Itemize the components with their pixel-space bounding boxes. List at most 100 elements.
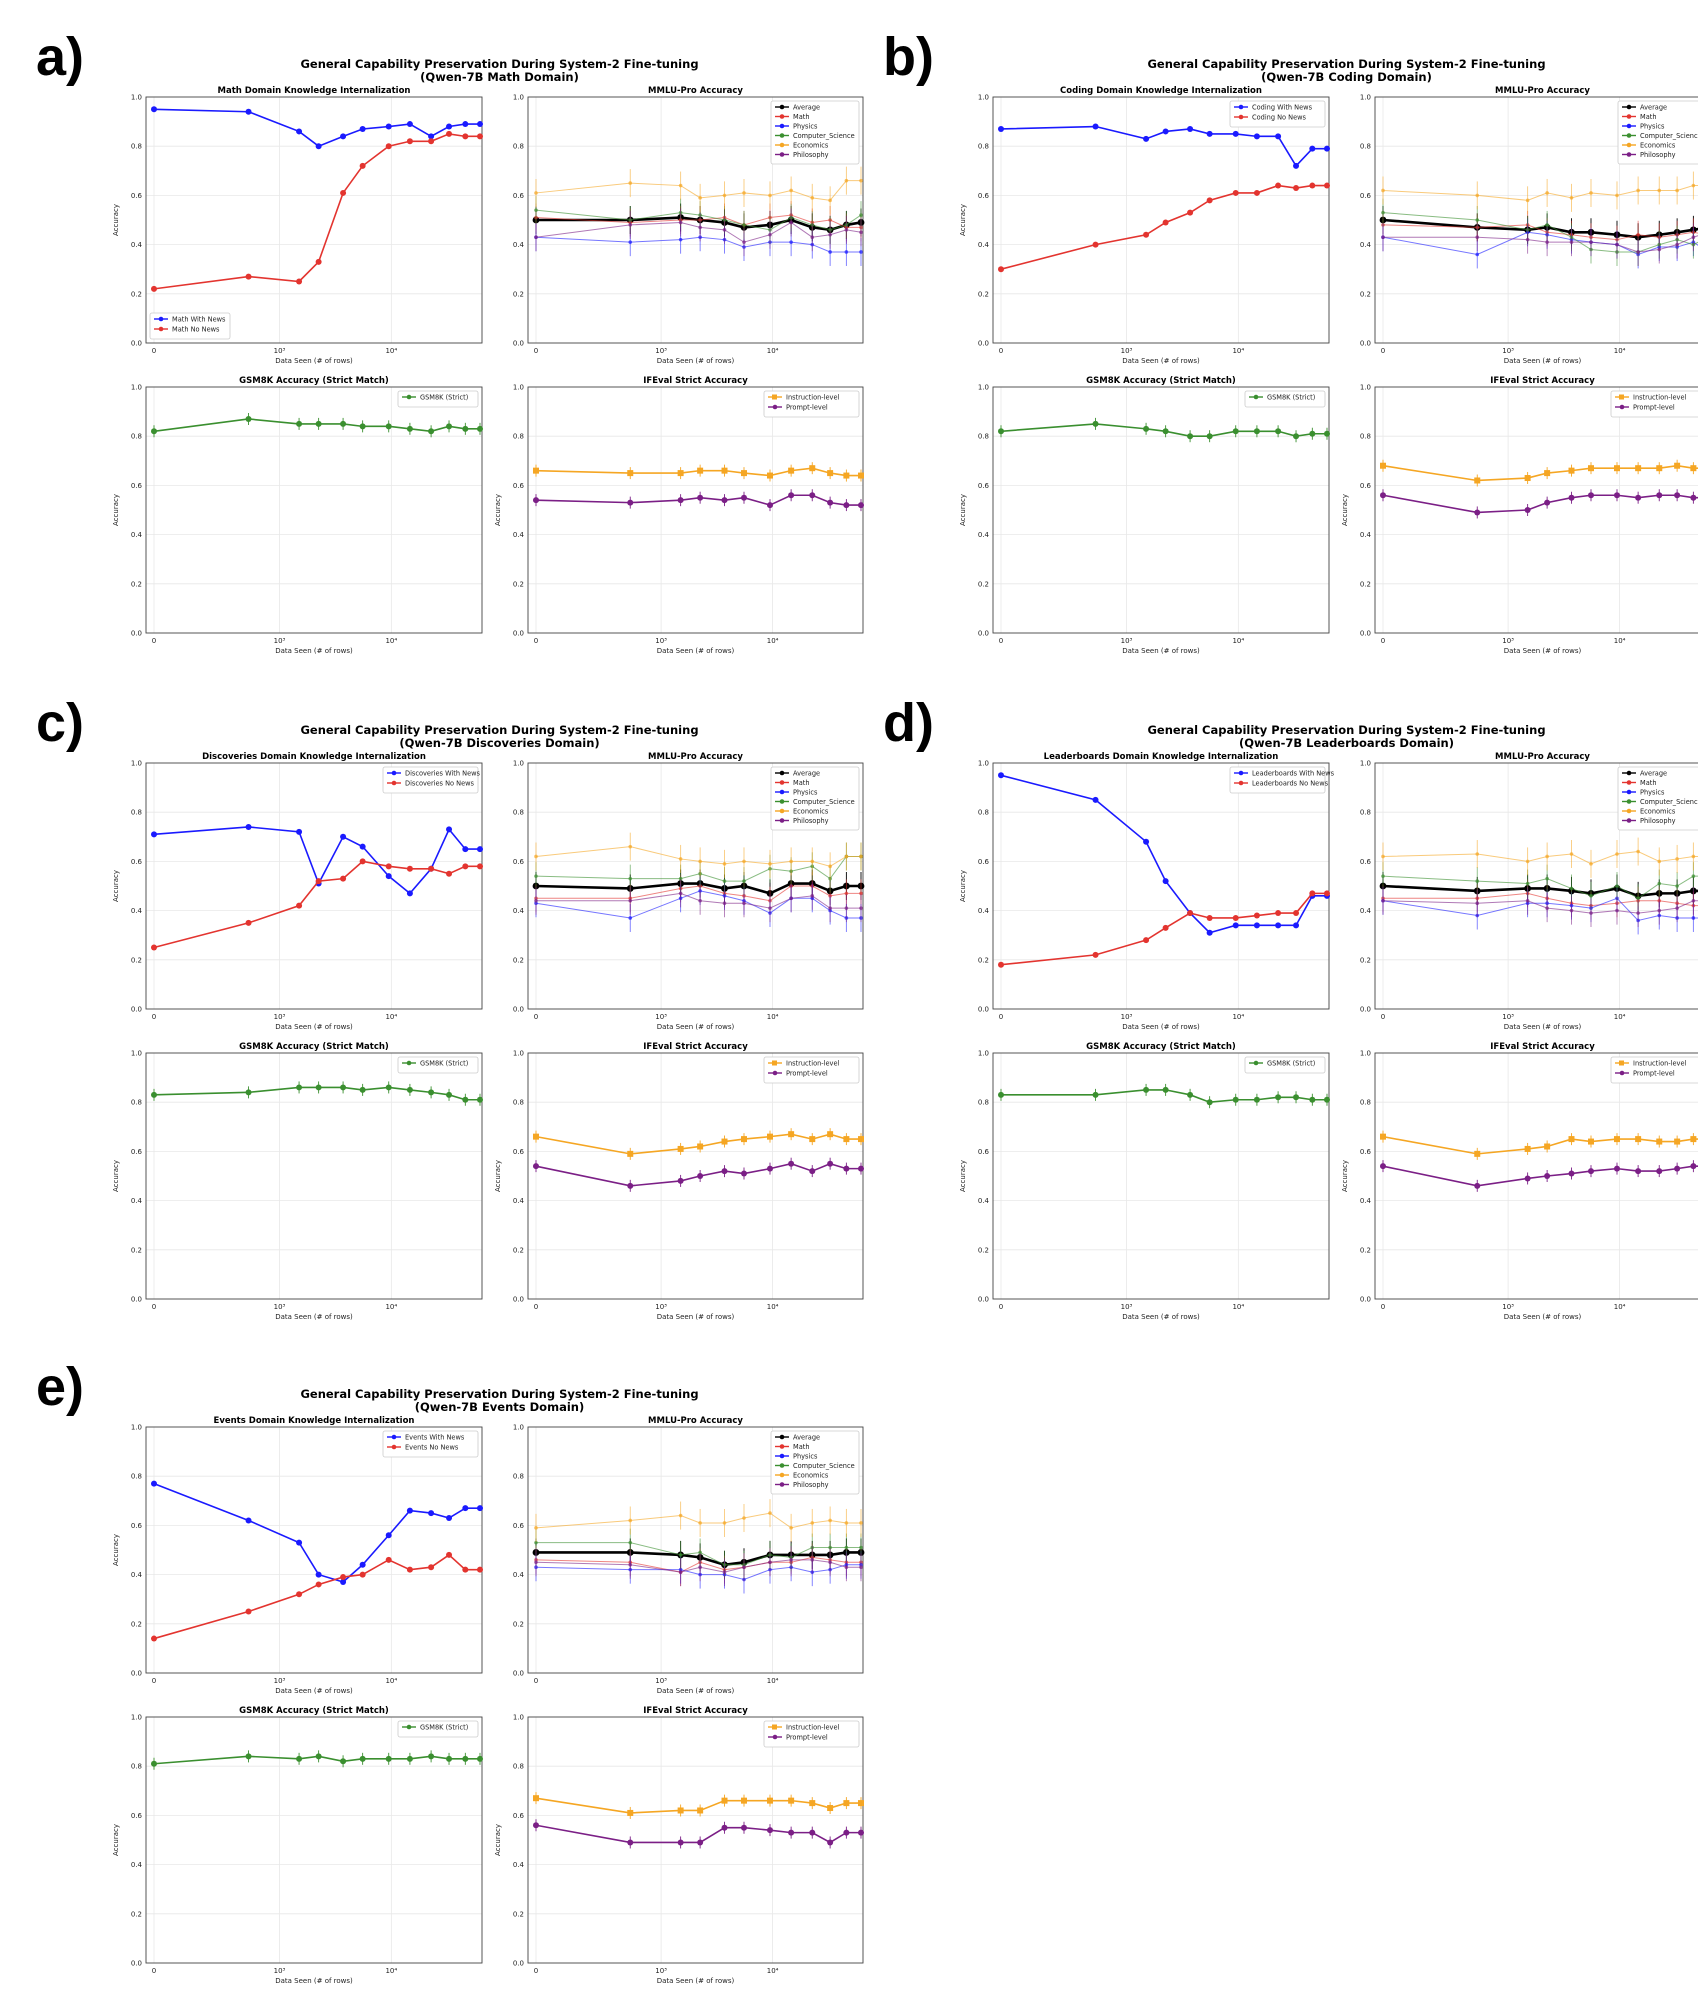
legend-entry: Instruction-level (786, 393, 840, 401)
legend-marker (779, 780, 785, 785)
data-point (1636, 188, 1640, 193)
y-tick-label: 0.4 (131, 241, 143, 249)
legend-entry: Average (1640, 103, 1667, 111)
legend: Instruction-level Prompt-level (763, 390, 860, 418)
data-point (1162, 1086, 1169, 1093)
data-point (245, 919, 252, 926)
x-tick-label: 10⁴ (385, 1967, 397, 1975)
y-tick-label: 0.8 (131, 1473, 142, 1481)
data-point (1206, 1099, 1213, 1106)
x-tick-label: 0 (1381, 637, 1385, 645)
legend-box (770, 100, 860, 165)
legend-marker (779, 123, 785, 129)
y-tick-label: 0.8 (131, 1763, 142, 1771)
series-average (1379, 872, 1698, 910)
y-tick-label: 0.0 (513, 1960, 524, 1968)
data-point (827, 1805, 834, 1812)
data-point (1656, 1138, 1663, 1145)
series-line (1382, 212, 1698, 253)
legend-marker (779, 133, 785, 138)
legend-box (149, 312, 231, 340)
y-tick-label: 0.0 (1360, 1296, 1371, 1304)
data-point (678, 183, 683, 188)
data-point (1657, 908, 1662, 913)
x-tick-label: 10⁴ (1614, 637, 1626, 645)
data-point (697, 1173, 704, 1179)
data-point (678, 220, 683, 225)
legend-marker (1626, 142, 1632, 148)
legend-entry: GSM8K (Strict) (1267, 393, 1315, 401)
data-point (1143, 1086, 1150, 1093)
y-tick-label: 0.4 (978, 907, 990, 915)
series-line (1382, 884, 1698, 898)
subplot-1: MMLU-Pro Accuracy 0.0 0.2 0.4 0.6 0.8 1.0 0 10³ 1… (513, 752, 865, 1031)
data-point (1674, 1165, 1681, 1172)
legend-entry: Physics (1640, 122, 1665, 130)
legend: GSM8K (Strict) (397, 1056, 479, 1074)
data-point (1636, 911, 1640, 915)
y-tick-label: 0.4 (131, 1861, 143, 1869)
data-point (340, 420, 347, 427)
y-tick-label: 0.0 (1360, 340, 1371, 348)
data-point (1187, 209, 1194, 216)
x-tick-label: 0 (999, 347, 1003, 355)
axes-frame (1374, 386, 1698, 634)
data-point (462, 425, 469, 432)
y-tick-label: 1.0 (131, 94, 142, 102)
legend: GSM8K (Strict) (1244, 390, 1326, 408)
x-tick-label: 0 (534, 347, 538, 355)
data-point (858, 1829, 864, 1836)
series-math-no-news (151, 130, 483, 292)
legend-entry: Coding With News (1252, 103, 1313, 111)
data-point (698, 859, 702, 864)
series-prompt-level (533, 1157, 864, 1192)
data-point (1474, 509, 1481, 516)
data-point (1162, 878, 1169, 885)
data-point (1568, 1170, 1575, 1177)
series-gsm8k-strict- (998, 1083, 1330, 1109)
data-point (828, 232, 832, 237)
data-point (340, 1084, 347, 1091)
legend-marker (1238, 770, 1244, 776)
data-point (844, 891, 849, 896)
legend-box (1229, 766, 1326, 794)
data-point (534, 1526, 538, 1530)
y-tick-label: 0.8 (1360, 1099, 1371, 1107)
y-tick-label: 0.6 (1360, 192, 1372, 200)
data-point (1635, 494, 1642, 501)
legend-entry: Math (793, 1443, 810, 1451)
subplot-title: Math Domain Knowledge Internalization (218, 86, 411, 96)
data-point (1206, 197, 1213, 204)
data-point (628, 1540, 633, 1545)
y-tick-label: 1.0 (513, 384, 524, 392)
data-point (151, 1760, 157, 1767)
data-point (677, 1807, 684, 1814)
y-axis-label: Accuracy (1341, 494, 1349, 526)
data-point (1092, 951, 1099, 958)
data-point (315, 1753, 322, 1760)
data-point (1569, 240, 1574, 244)
data-point (1691, 874, 1696, 878)
subplot-title: IFEval Strict Accuracy (643, 1042, 748, 1052)
y-tick-label: 0.8 (978, 433, 989, 441)
data-point (406, 138, 413, 145)
x-tick-label: 0 (152, 1967, 156, 1975)
series-prompt-level (1380, 1160, 1698, 1192)
y-tick-label: 0.6 (513, 1522, 525, 1530)
subplot-title: GSM8K Accuracy (Strict Match) (239, 376, 389, 386)
data-point (858, 502, 864, 509)
data-point (428, 1510, 435, 1517)
subplot-title: MMLU-Pro Accuracy (648, 752, 743, 762)
series-line (1382, 494, 1698, 514)
legend-marker (779, 104, 785, 110)
x-tick-label: 10³ (655, 347, 667, 355)
x-tick-label: 10³ (274, 347, 286, 355)
y-tick-label: 0.8 (978, 1099, 989, 1107)
data-point (1143, 425, 1150, 432)
data-point (1187, 125, 1194, 132)
data-point (844, 250, 849, 254)
legend-entry: Instruction-level (786, 1723, 840, 1731)
y-tick-label: 0.0 (131, 1670, 142, 1678)
data-point (1143, 231, 1150, 238)
